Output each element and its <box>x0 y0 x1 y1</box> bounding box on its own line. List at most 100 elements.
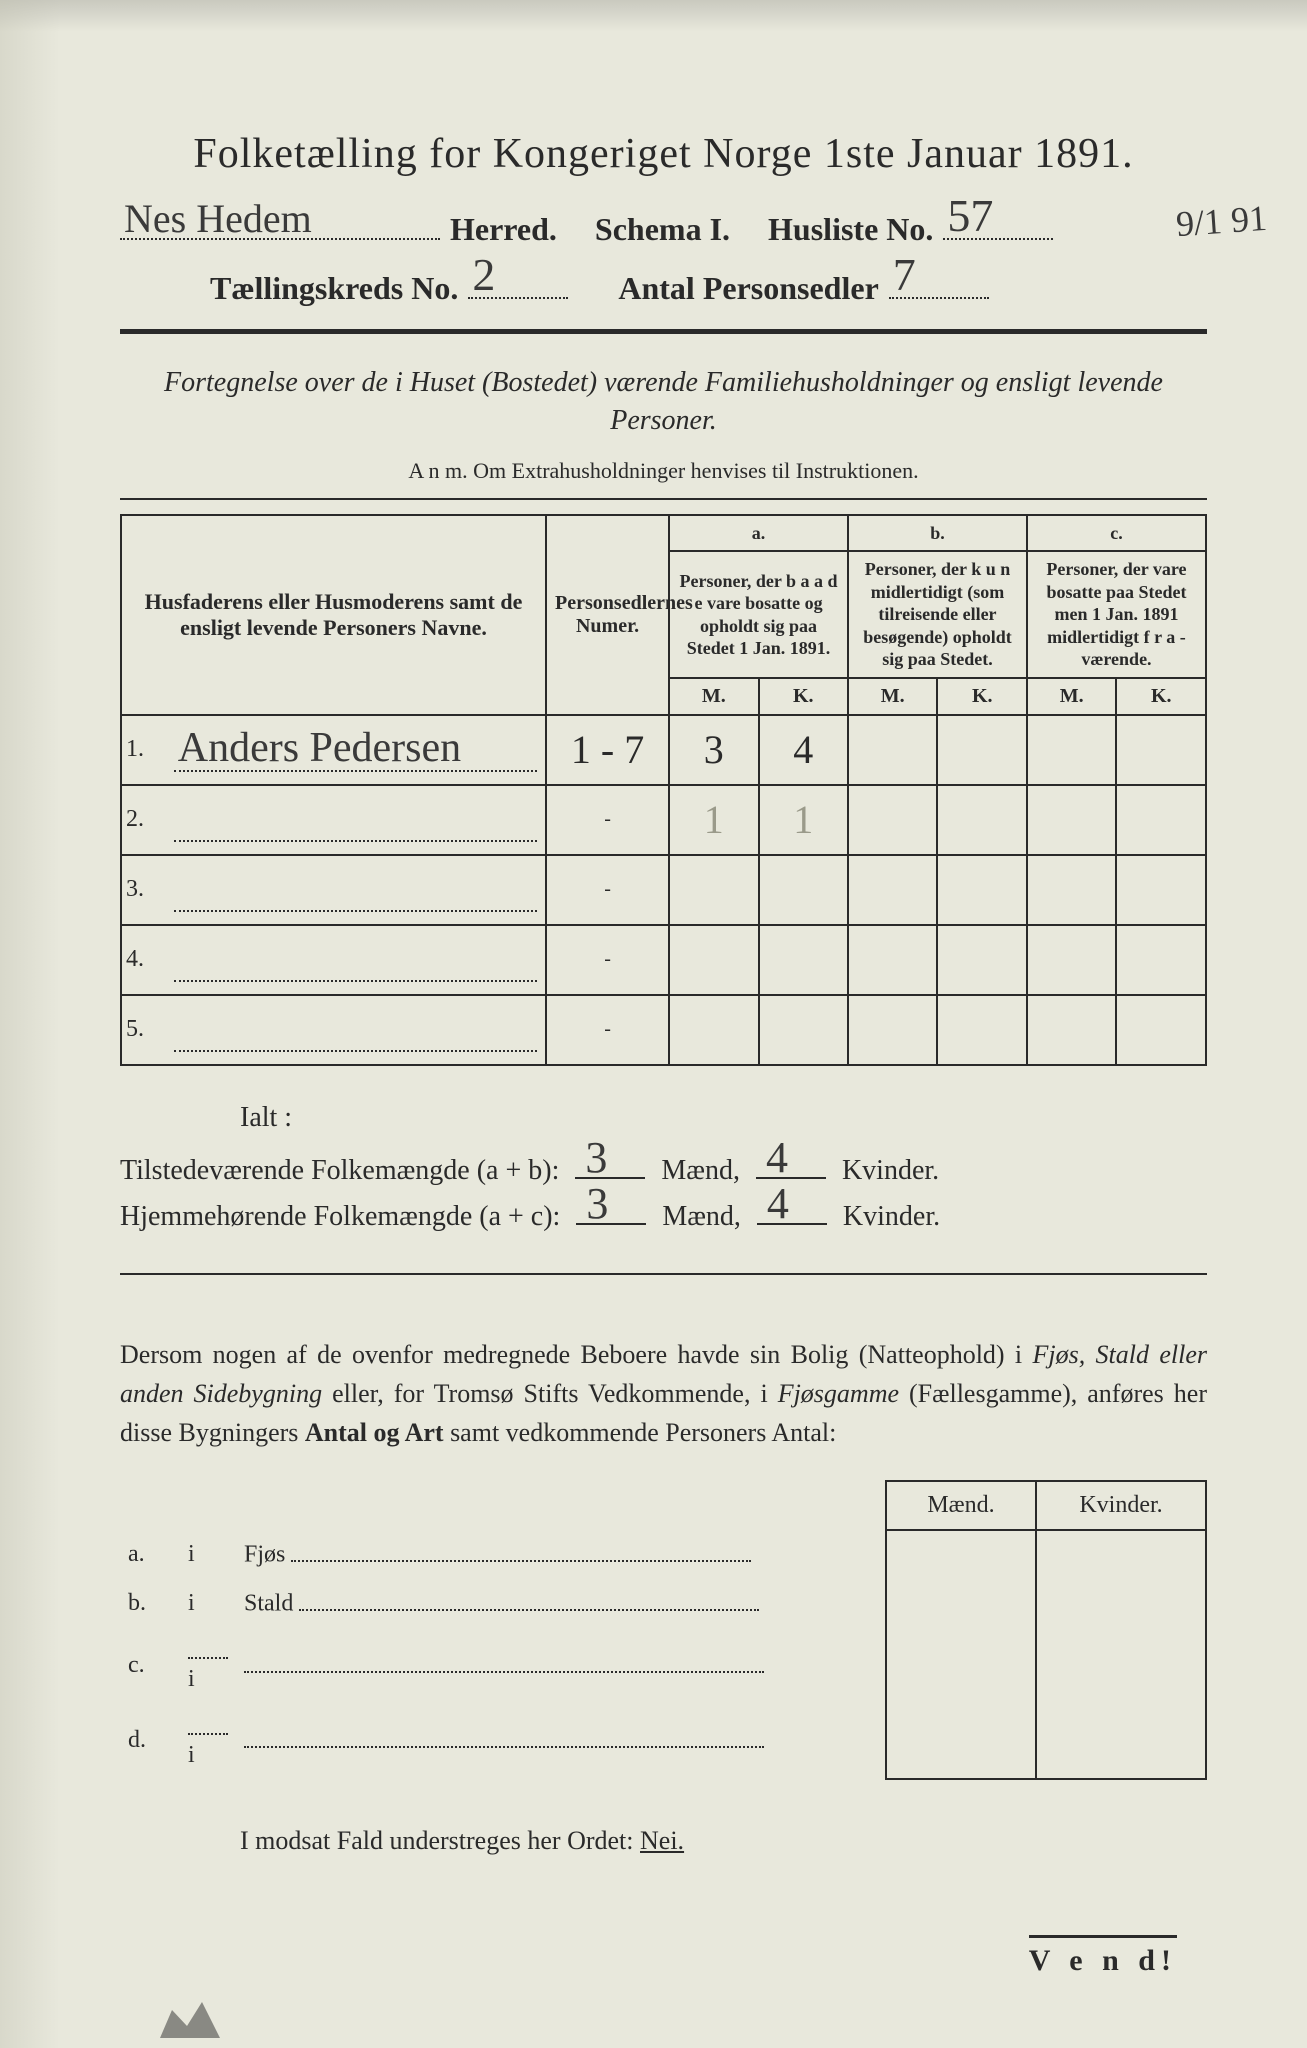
scan-artifact-tear <box>160 1998 220 2038</box>
row-c-m <box>1027 715 1116 785</box>
lower-row: a.iFjøs <box>120 1530 1206 1579</box>
lower-row-what: Stald <box>236 1579 886 1628</box>
scan-artifact-top <box>0 0 1307 40</box>
nei-word: Nei. <box>640 1826 684 1855</box>
row-b-k <box>937 715 1027 785</box>
antal-value: 7 <box>893 248 985 301</box>
husliste-label: Husliste No. <box>768 211 933 248</box>
header-row-1: Nes Hedem Herred. Schema I. Husliste No.… <box>120 206 1207 248</box>
col-b-k: K. <box>937 678 1027 715</box>
ialt-kvinder-2: Kvinder. <box>843 1201 940 1233</box>
row-number: 2. <box>121 785 166 855</box>
row-name-slot: Anders Pedersen <box>174 728 537 772</box>
lower-table-body: a.iFjøs b.iStald c.id.i <box>120 1530 1206 1778</box>
row-name-slot <box>174 868 537 912</box>
lower-row-what <box>236 1628 886 1704</box>
rule-thin-1 <box>120 498 1207 500</box>
row-b-m <box>848 855 937 925</box>
row-c-k <box>1116 995 1206 1065</box>
row-name-cell <box>166 925 546 995</box>
col-a-k: K. <box>759 678 848 715</box>
ialt-row-1: Tilstedeværende Folkemængde (a + b): 3 M… <box>120 1148 1207 1187</box>
row-a-m <box>669 925 758 995</box>
col-name-header: Husfaderens eller Husmoderens samt de en… <box>121 515 546 715</box>
row-c-k <box>1116 855 1206 925</box>
lower-row: d.i <box>120 1703 1206 1779</box>
row-name-slot <box>174 1008 537 1052</box>
col-b-m: M. <box>848 678 937 715</box>
lower-row-what <box>236 1703 886 1779</box>
row-c-k <box>1116 785 1206 855</box>
kreds-label: Tællingskreds No. <box>210 270 458 307</box>
ialt-r2-m: 3 <box>586 1178 642 1229</box>
ialt-heading: Ialt : <box>240 1102 1207 1134</box>
husliste-field: 57 <box>943 206 1053 240</box>
lower-row-kvinder <box>1036 1628 1206 1704</box>
instruction-paragraph: Dersom nogen af de ovenfor medregnede Be… <box>120 1335 1207 1452</box>
col-c-k: K. <box>1116 678 1206 715</box>
husliste-value: 57 <box>947 189 1049 242</box>
row-c-m <box>1027 995 1116 1065</box>
row-a-m <box>669 995 758 1065</box>
lower-table: Mænd. Kvinder. a.iFjøs b.iStald c.id.i <box>120 1480 1207 1779</box>
lower-row-i: i <box>180 1703 236 1779</box>
row-a-m: 3 <box>669 715 758 785</box>
row-a-k <box>759 855 848 925</box>
lower-row: c.i <box>120 1628 1206 1704</box>
lower-row-letter: a. <box>120 1530 180 1579</box>
lower-row-maend <box>886 1703 1036 1779</box>
row-c-m <box>1027 925 1116 995</box>
lower-kvinder: Kvinder. <box>1036 1481 1206 1530</box>
lower-row-kvinder <box>1036 1703 1206 1779</box>
row-b-m <box>848 715 937 785</box>
lower-row: b.iStald <box>120 1579 1206 1628</box>
row-numer: 1 - 7 <box>546 715 669 785</box>
col-a-m: M. <box>669 678 758 715</box>
col-c-label: c. <box>1027 515 1206 552</box>
table-row: 3.- <box>121 855 1206 925</box>
rule-thin-2 <box>120 1273 1207 1275</box>
row-name-cell <box>166 855 546 925</box>
nei-pre: I modsat Fald understreges her Ordet: <box>240 1826 640 1855</box>
row-a-k <box>759 995 848 1065</box>
lower-row-kvinder <box>1036 1530 1206 1579</box>
col-a-label: a. <box>669 515 848 552</box>
row-c-k <box>1116 715 1206 785</box>
row-numer: - <box>546 925 669 995</box>
row-c-k <box>1116 925 1206 995</box>
row-numer: - <box>546 785 669 855</box>
row-b-m <box>848 995 937 1065</box>
main-table-body: 1.Anders Pedersen1 - 7342.-113.-4.-5.- <box>121 715 1206 1065</box>
kreds-field: 2 <box>468 266 568 300</box>
ialt-r1-m: 3 <box>585 1132 641 1183</box>
row-a-k: 4 <box>759 715 848 785</box>
row-name-cell <box>166 785 546 855</box>
row-a-k <box>759 925 848 995</box>
title-text: Folketælling for Kongeriget Norge 1ste J… <box>193 131 1022 177</box>
margin-handwritten-date: 9/1 91 <box>1175 197 1269 245</box>
row-number: 1. <box>121 715 166 785</box>
ialt-kvinder-1: Kvinder. <box>842 1155 939 1187</box>
ialt-r2-k-field: 4 <box>757 1195 827 1226</box>
lower-row-maend <box>886 1530 1036 1579</box>
ialt-maend-1: Mænd, <box>661 1155 740 1187</box>
lower-row-letter: d. <box>120 1703 180 1779</box>
header-row-2: Tællingskreds No. 2 Antal Personsedler 7 <box>120 266 1207 308</box>
lower-header-row: Mænd. Kvinder. <box>120 1481 1206 1530</box>
row-name-cell <box>166 995 546 1065</box>
lower-row-maend <box>886 1579 1036 1628</box>
lower-row-letter: c. <box>120 1628 180 1704</box>
row-b-k <box>937 925 1027 995</box>
para-t2: eller, for Tromsø Stifts Vedkommende, i <box>322 1379 778 1408</box>
kreds-value: 2 <box>472 248 564 301</box>
col-a-text: Personer, der b a a d e vare bosatte og … <box>669 551 848 678</box>
ialt-r1-m-field: 3 <box>575 1148 645 1179</box>
col-c-m: M. <box>1027 678 1116 715</box>
row-b-m <box>848 925 937 995</box>
row-b-k <box>937 995 1027 1065</box>
herred-field: Nes Hedem <box>120 206 440 240</box>
row-number: 4. <box>121 925 166 995</box>
row-name-value: Anders Pedersen <box>178 724 533 772</box>
scan-artifact-left <box>0 0 60 2048</box>
para-b1: Antal og Art <box>305 1418 444 1447</box>
